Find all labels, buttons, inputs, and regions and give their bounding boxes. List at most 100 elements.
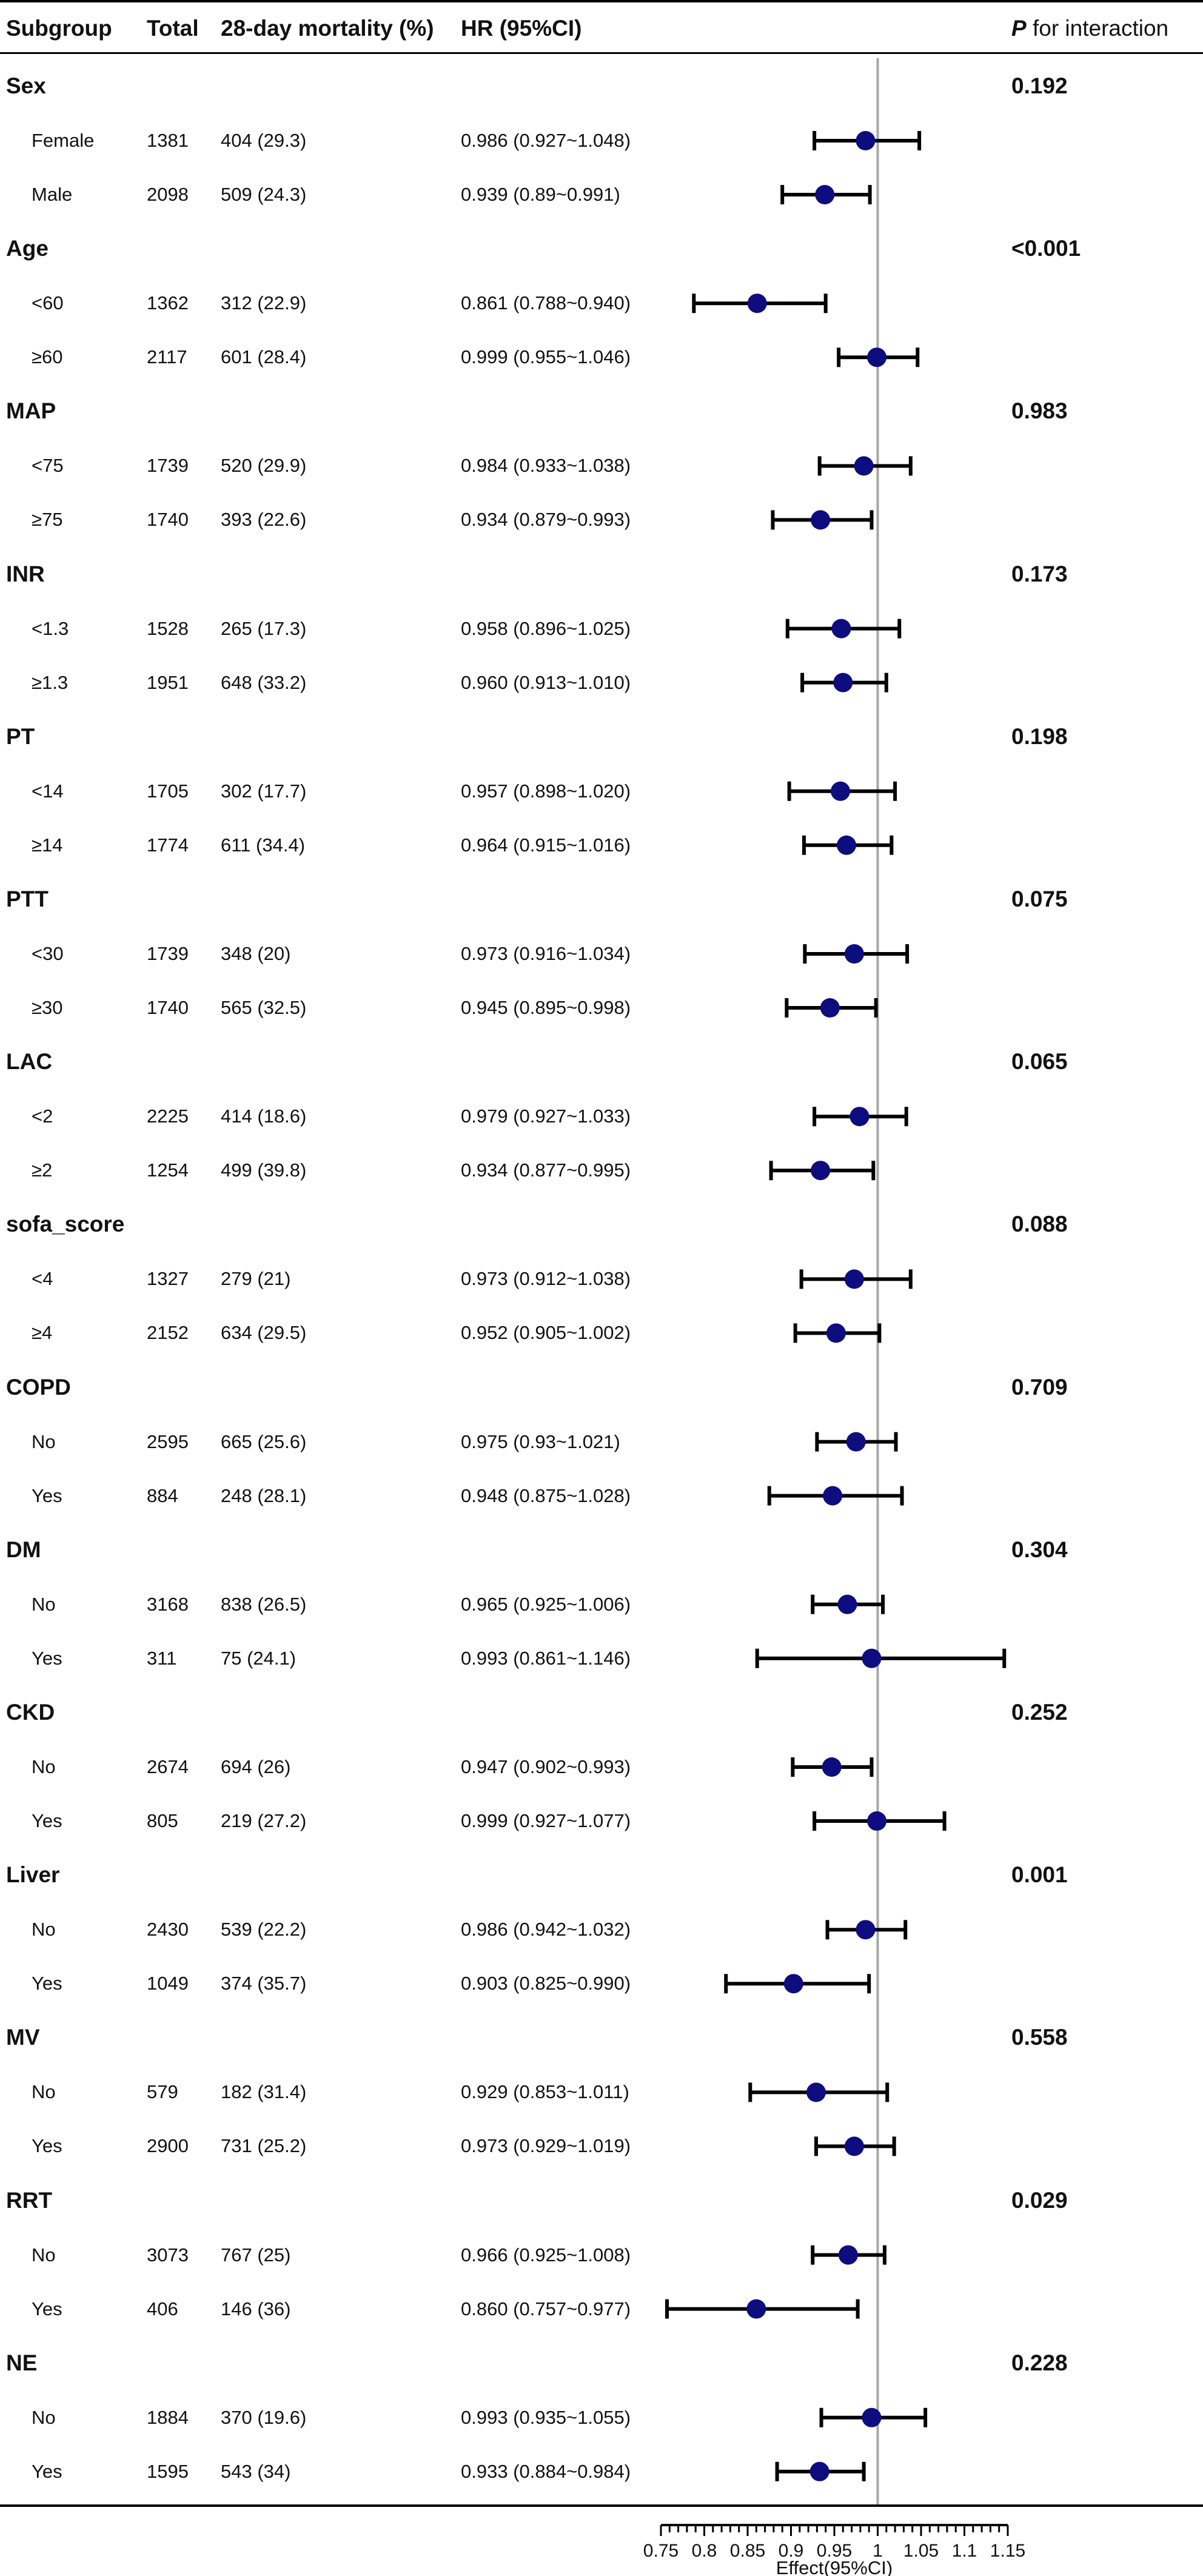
bottom-rule <box>0 2504 1203 2507</box>
mortality-cell: 838 (26.5) <box>221 1593 307 1615</box>
hr-point <box>856 1920 876 1940</box>
total-cell: 2225 <box>147 1105 189 1127</box>
p-interaction: 0.173 <box>1011 561 1068 586</box>
hr-point <box>844 2136 864 2156</box>
mortality-cell: 348 (20) <box>221 943 291 964</box>
hr-point <box>826 1323 846 1343</box>
subgroup-label: <60 <box>32 292 64 314</box>
mortality-cell: 601 (28.4) <box>221 346 307 368</box>
hr-point <box>831 781 851 801</box>
mortality-cell: 146 (36) <box>221 2298 291 2319</box>
subgroup-label: Male <box>32 184 73 205</box>
x-tick-label: 1.15 <box>990 2541 1025 2561</box>
hr-cell: 0.986 (0.927~1.048) <box>461 130 631 151</box>
hr-cell: 0.993 (0.935~1.055) <box>461 2406 631 2428</box>
mortality-cell: 182 (31.4) <box>221 2081 307 2103</box>
subgroup-label: Yes <box>32 1810 62 1831</box>
total-cell: 1254 <box>147 1159 189 1181</box>
mortality-cell: 665 (25.6) <box>221 1431 307 1452</box>
mortality-cell: 520 (29.9) <box>221 455 307 477</box>
hr-cell: 0.958 (0.896~1.025) <box>461 617 631 639</box>
x-tick-label: 0.75 <box>643 2541 679 2561</box>
header-mortality: 28-day mortality (%) <box>221 16 434 41</box>
group-label: PTT <box>6 887 49 911</box>
hr-cell: 0.860 (0.757~0.977) <box>461 2298 631 2319</box>
hr-point <box>862 2407 882 2427</box>
group-label: Sex <box>6 73 46 98</box>
x-axis-title: Effect(95%CI) <box>776 2557 893 2576</box>
header-subgroup: Subgroup <box>6 16 112 41</box>
subgroup-label: <14 <box>32 780 64 802</box>
total-cell: 3168 <box>147 1593 189 1615</box>
total-cell: 2430 <box>147 1919 189 1940</box>
group-label: RRT <box>6 2187 53 2213</box>
group-label: LAC <box>6 1049 53 1075</box>
hr-point <box>811 510 831 530</box>
p-interaction: 0.252 <box>1011 1700 1068 1725</box>
group-label: MAP <box>6 398 56 424</box>
mortality-cell: 694 (26) <box>221 1756 291 1777</box>
p-interaction: 0.304 <box>1011 1537 1068 1562</box>
hr-point <box>823 1486 843 1506</box>
p-interaction: 0.001 <box>1011 1862 1068 1888</box>
mortality-cell: 543 (34) <box>221 2460 291 2482</box>
total-cell: 1381 <box>147 130 189 151</box>
p-interaction: 0.709 <box>1011 1374 1068 1400</box>
hr-cell: 0.965 (0.925~1.006) <box>461 1593 631 1615</box>
p-interaction: 0.558 <box>1011 2025 1068 2050</box>
hr-cell: 0.973 (0.912~1.038) <box>461 1268 631 1290</box>
p-interaction: 0.075 <box>1011 887 1068 911</box>
p-interaction: <0.001 <box>1011 236 1081 261</box>
subgroup-label: <30 <box>32 943 64 964</box>
subgroup-label: ≥75 <box>32 509 63 531</box>
header-p-rest: for interaction <box>1026 16 1169 41</box>
mortality-cell: 499 (39.8) <box>221 1159 307 1181</box>
hr-point <box>862 1648 882 1668</box>
total-cell: 1595 <box>147 2460 189 2482</box>
group-label: NE <box>6 2350 38 2375</box>
header-p-letter: P <box>1011 16 1027 41</box>
x-tick-label: 0.8 <box>692 2541 717 2561</box>
group-label: COPD <box>6 1374 71 1400</box>
hr-cell: 0.979 (0.927~1.033) <box>461 1105 631 1127</box>
subgroup-label: <1.3 <box>32 617 69 639</box>
hr-point <box>783 1974 803 1994</box>
total-cell: 1049 <box>147 1973 189 1994</box>
hr-cell: 0.948 (0.875~1.028) <box>461 1484 631 1506</box>
subgroup-label: Yes <box>32 2135 62 2157</box>
subgroup-label: ≥4 <box>32 1322 53 1344</box>
group-label: Age <box>6 236 49 261</box>
hr-point <box>811 1161 831 1181</box>
total-cell: 1705 <box>147 780 189 802</box>
subgroup-label: No <box>32 1919 56 1940</box>
group-label: INR <box>6 561 45 586</box>
mortality-cell: 75 (24.1) <box>221 1647 297 1669</box>
hr-cell: 0.934 (0.879~0.993) <box>461 509 631 531</box>
mortality-cell: 265 (17.3) <box>221 617 307 639</box>
p-interaction: 0.088 <box>1011 1212 1068 1237</box>
hr-point <box>815 185 835 204</box>
hr-point <box>806 2082 826 2102</box>
mortality-cell: 565 (32.5) <box>221 997 307 1018</box>
subgroup-label: No <box>32 1756 56 1777</box>
header-total: Total <box>147 16 199 41</box>
mortality-cell: 731 (25.2) <box>221 2135 307 2157</box>
hr-cell: 0.960 (0.913~1.010) <box>461 671 631 693</box>
x-tick-label: 0.95 <box>817 2541 852 2561</box>
subgroup-label: Yes <box>32 2298 62 2319</box>
hr-cell: 0.934 (0.877~0.995) <box>461 1159 631 1181</box>
subgroup-label: <2 <box>32 1105 53 1127</box>
subgroup-label: <75 <box>32 455 64 477</box>
hr-cell: 0.984 (0.933~1.038) <box>461 455 631 477</box>
mortality-cell: 509 (24.3) <box>221 184 307 205</box>
hr-point <box>854 456 874 476</box>
hr-cell: 0.973 (0.916~1.034) <box>461 943 631 964</box>
subgroup-label: ≥1.3 <box>32 671 69 693</box>
total-cell: 2117 <box>147 346 187 368</box>
header-p-interaction: P for interaction <box>1011 16 1168 41</box>
x-tick-label: 0.85 <box>730 2541 765 2561</box>
group-label: CKD <box>6 1700 55 1725</box>
subgroup-label: ≥14 <box>32 834 63 856</box>
top-rule <box>0 0 1203 2</box>
